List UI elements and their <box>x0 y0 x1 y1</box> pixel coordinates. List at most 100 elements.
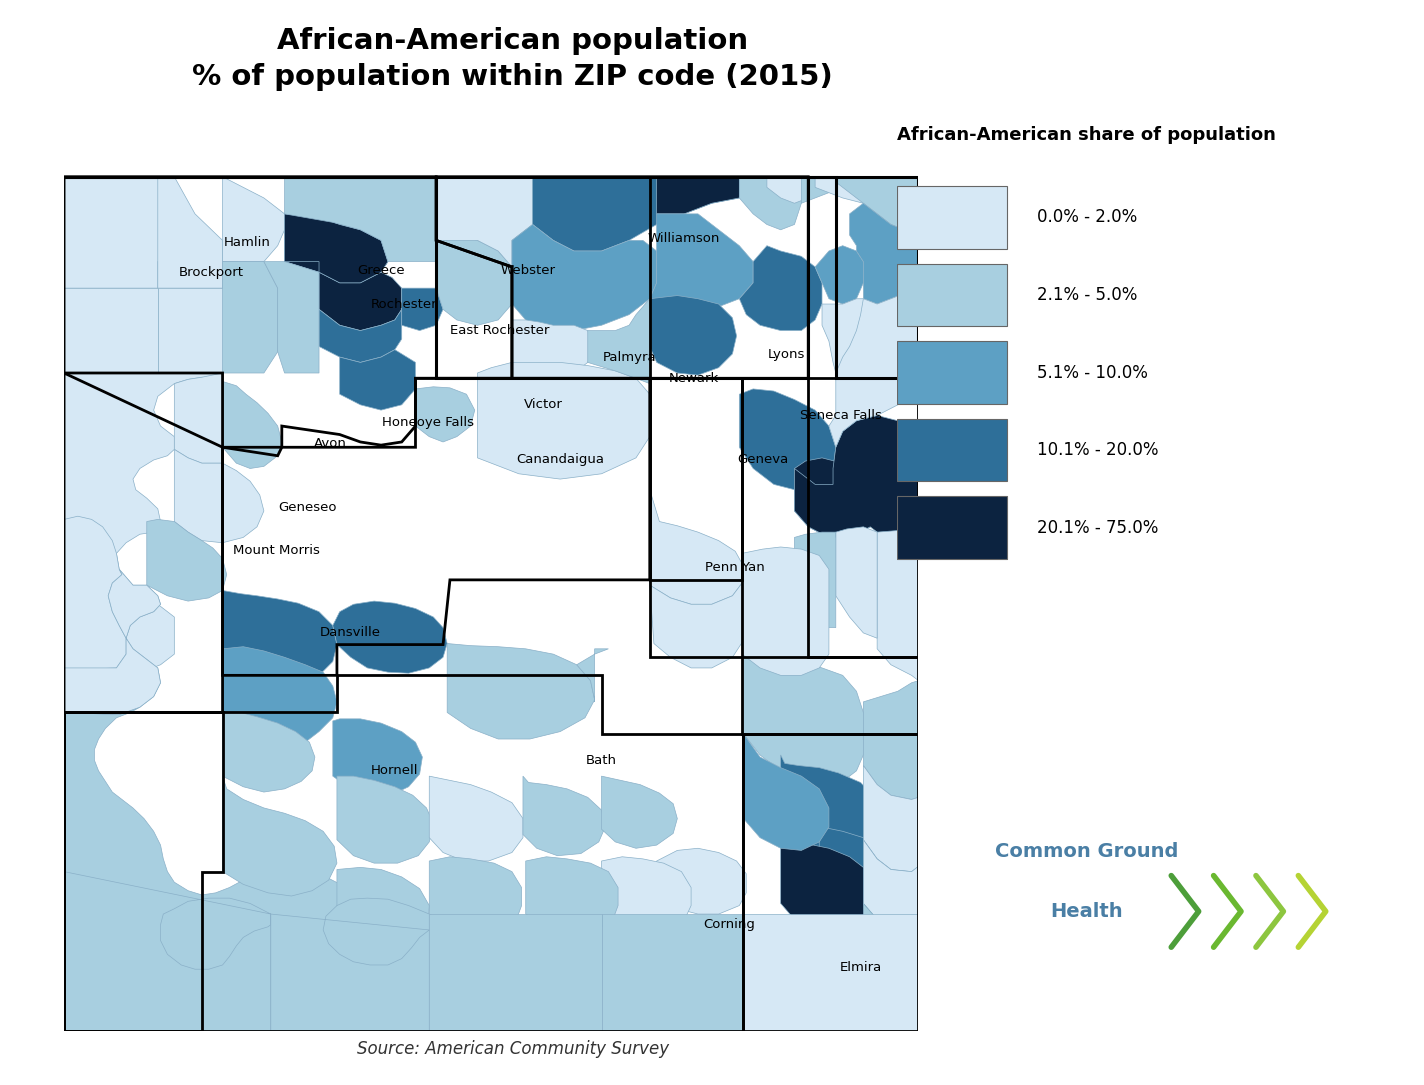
Text: African-American share of population: African-American share of population <box>897 127 1276 144</box>
Polygon shape <box>601 776 678 848</box>
Polygon shape <box>147 520 226 601</box>
Text: Corning: Corning <box>703 918 756 931</box>
Text: Webster: Webster <box>501 264 555 277</box>
Polygon shape <box>795 532 836 627</box>
Polygon shape <box>263 261 319 373</box>
Polygon shape <box>64 373 222 675</box>
Text: Elmira: Elmira <box>840 960 881 973</box>
Polygon shape <box>649 583 743 668</box>
Polygon shape <box>158 177 222 289</box>
Polygon shape <box>477 362 649 480</box>
Polygon shape <box>64 516 127 671</box>
Text: 2.1% - 5.0%: 2.1% - 5.0% <box>1037 286 1136 304</box>
Polygon shape <box>402 289 443 331</box>
Polygon shape <box>222 177 285 261</box>
Polygon shape <box>656 177 739 214</box>
Polygon shape <box>429 914 601 1031</box>
Polygon shape <box>158 289 222 373</box>
Polygon shape <box>340 349 416 410</box>
Polygon shape <box>533 177 768 251</box>
Polygon shape <box>829 289 918 447</box>
Polygon shape <box>815 245 863 304</box>
Polygon shape <box>836 177 918 230</box>
Polygon shape <box>822 298 863 373</box>
Text: Mount Morris: Mount Morris <box>234 544 320 557</box>
Text: Dansville: Dansville <box>320 626 382 639</box>
Text: Williamson: Williamson <box>648 232 721 245</box>
Polygon shape <box>802 177 836 203</box>
Polygon shape <box>819 818 910 916</box>
Polygon shape <box>513 320 595 379</box>
Text: Common Ground: Common Ground <box>995 842 1178 861</box>
Polygon shape <box>222 373 282 469</box>
Polygon shape <box>577 649 608 702</box>
Polygon shape <box>222 590 337 682</box>
Polygon shape <box>863 680 918 800</box>
Polygon shape <box>174 373 222 463</box>
Polygon shape <box>333 719 423 795</box>
Polygon shape <box>877 522 918 680</box>
Polygon shape <box>743 914 918 1031</box>
Text: Bath: Bath <box>587 754 617 767</box>
Text: Geneva: Geneva <box>738 454 789 467</box>
Text: African-American population: African-American population <box>278 27 748 55</box>
Text: Avon: Avon <box>313 436 346 449</box>
Polygon shape <box>64 289 158 373</box>
Polygon shape <box>743 733 829 851</box>
Polygon shape <box>64 570 161 715</box>
Polygon shape <box>337 867 429 948</box>
Polygon shape <box>649 489 743 604</box>
Polygon shape <box>739 388 836 489</box>
Polygon shape <box>222 647 337 744</box>
Text: East Rochester: East Rochester <box>450 324 550 337</box>
Polygon shape <box>429 857 521 933</box>
Polygon shape <box>271 898 429 1031</box>
Polygon shape <box>836 527 877 638</box>
Text: Honeoye Falls: Honeoye Falls <box>382 417 474 430</box>
Text: Brockport: Brockport <box>179 266 244 279</box>
Polygon shape <box>513 225 656 331</box>
Polygon shape <box>64 585 161 715</box>
Text: 10.1% - 20.0%: 10.1% - 20.0% <box>1037 442 1158 459</box>
FancyBboxPatch shape <box>897 419 1007 482</box>
Text: Lyons: Lyons <box>768 348 805 361</box>
Text: Geneseo: Geneseo <box>279 501 337 514</box>
Polygon shape <box>795 416 918 537</box>
Polygon shape <box>64 671 387 1031</box>
Polygon shape <box>850 203 918 304</box>
Polygon shape <box>319 272 402 331</box>
Polygon shape <box>795 458 877 537</box>
Text: Victor: Victor <box>524 398 562 411</box>
Text: Newark: Newark <box>669 372 719 385</box>
Text: % of population within ZIP code (2015): % of population within ZIP code (2015) <box>192 63 833 91</box>
Polygon shape <box>601 857 691 933</box>
FancyBboxPatch shape <box>897 264 1007 327</box>
Text: 20.1% - 75.0%: 20.1% - 75.0% <box>1037 519 1158 537</box>
Polygon shape <box>525 857 618 933</box>
Polygon shape <box>780 755 881 856</box>
Polygon shape <box>601 914 743 1031</box>
Polygon shape <box>436 177 533 267</box>
Polygon shape <box>780 840 877 937</box>
Polygon shape <box>815 177 891 203</box>
Polygon shape <box>739 245 822 331</box>
Text: Greece: Greece <box>357 264 404 277</box>
Polygon shape <box>742 547 829 675</box>
Polygon shape <box>863 904 918 988</box>
Polygon shape <box>319 309 402 362</box>
Polygon shape <box>64 177 174 289</box>
Polygon shape <box>768 177 815 203</box>
Polygon shape <box>523 776 605 856</box>
Text: Health: Health <box>1049 902 1124 921</box>
FancyBboxPatch shape <box>897 187 1007 248</box>
Polygon shape <box>429 776 523 861</box>
Text: 5.1% - 10.0%: 5.1% - 10.0% <box>1037 363 1148 382</box>
Polygon shape <box>739 177 802 230</box>
Text: Penn Yan: Penn Yan <box>705 561 765 574</box>
Polygon shape <box>649 214 753 315</box>
Polygon shape <box>649 295 736 375</box>
Text: 0.0% - 2.0%: 0.0% - 2.0% <box>1037 208 1136 227</box>
Text: Hornell: Hornell <box>372 764 419 777</box>
Polygon shape <box>64 871 271 1031</box>
Polygon shape <box>333 601 447 673</box>
